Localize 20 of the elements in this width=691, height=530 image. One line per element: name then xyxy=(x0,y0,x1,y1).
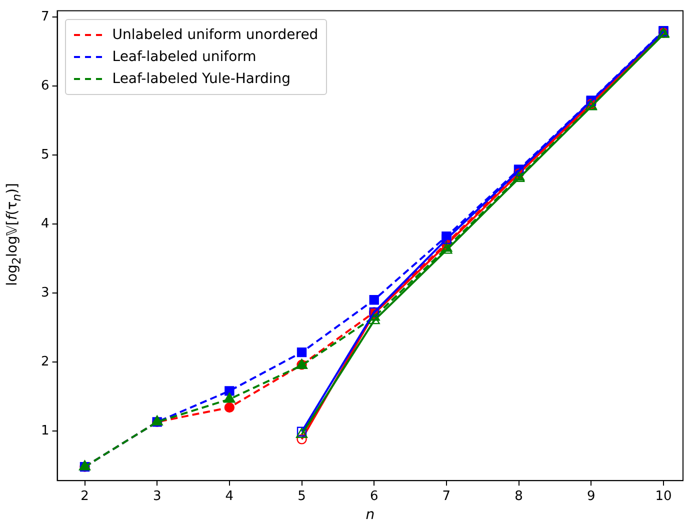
y-tick-label: 4 xyxy=(40,216,50,232)
x-tick-label: 6 xyxy=(370,488,378,504)
x-tick-label: 3 xyxy=(152,488,162,504)
legend-label: Unlabeled uniform unordered xyxy=(112,26,318,43)
y-tick-label: 5 xyxy=(40,147,50,162)
x-tick-label: 5 xyxy=(298,488,306,504)
x-tick-label: 9 xyxy=(586,488,596,504)
x-tick-label: 10 xyxy=(655,488,672,504)
legend-label: Leaf-labeled uniform xyxy=(112,48,256,65)
legend-label: Leaf-labeled Yule-Harding xyxy=(112,70,291,87)
x-tick-label: 4 xyxy=(225,488,234,504)
x-tick-label: 8 xyxy=(514,488,523,504)
y-tick-label: 6 xyxy=(40,78,50,94)
y-tick-label: 3 xyxy=(40,285,50,300)
x-axis-title: n xyxy=(366,507,375,524)
y-tick-label: 1 xyxy=(40,423,50,438)
y-tick-label: 7 xyxy=(40,9,50,24)
y-tick-label: 2 xyxy=(40,354,50,370)
x-tick-label: 7 xyxy=(442,488,451,504)
x-tick-label: 2 xyxy=(80,488,89,504)
